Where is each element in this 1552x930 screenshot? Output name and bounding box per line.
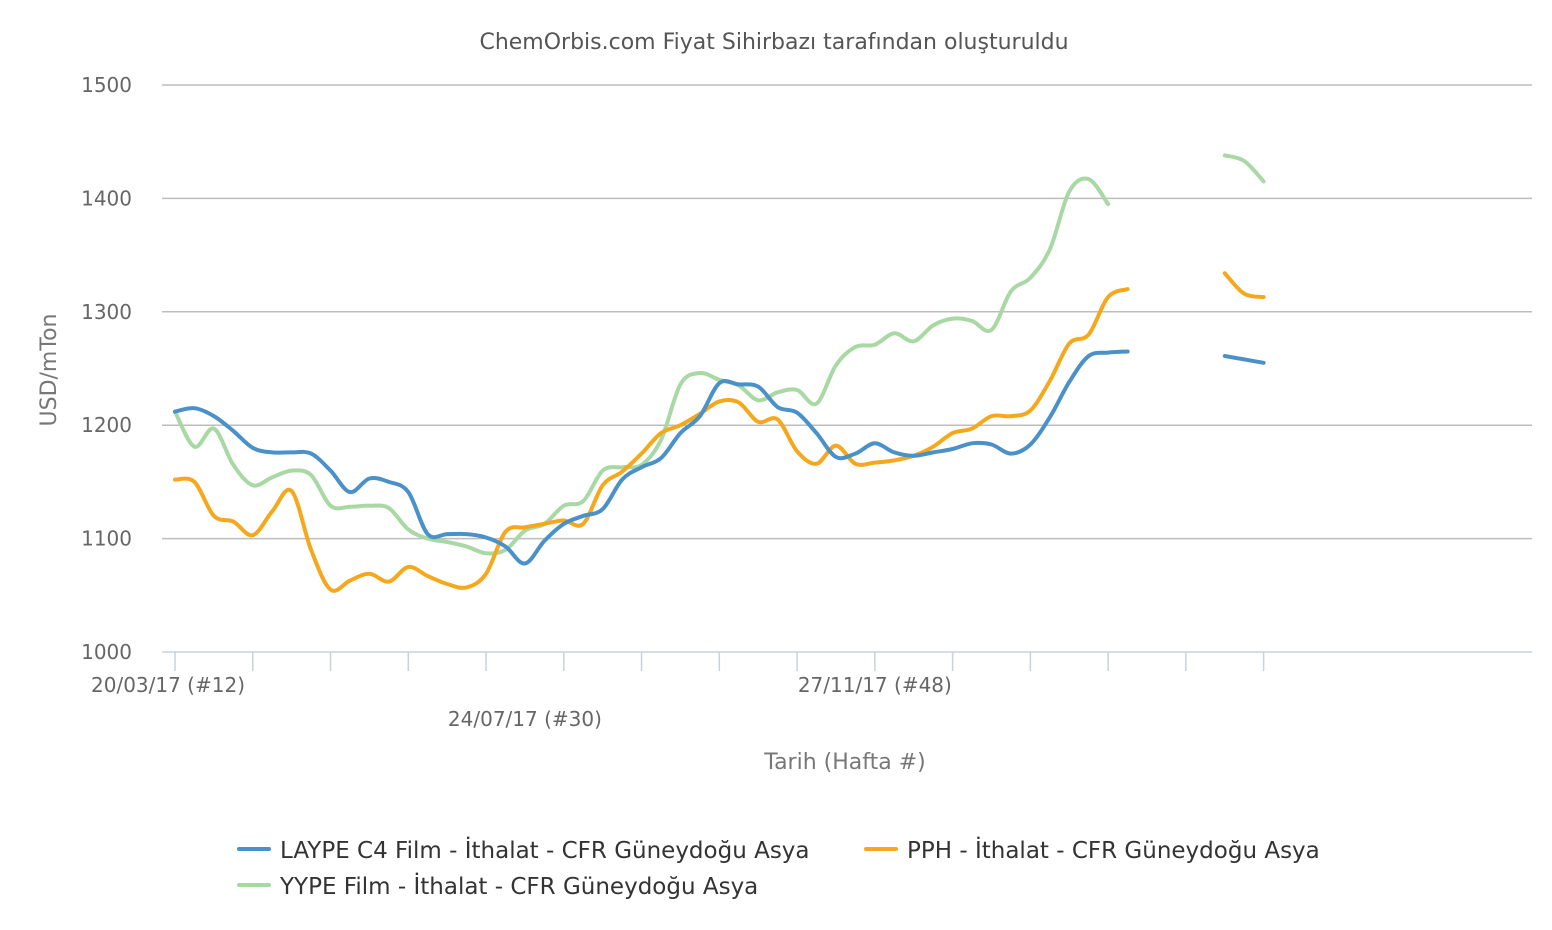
x-tick-label: 24/07/17 (#30) xyxy=(448,707,602,731)
legend-label: PPH - İthalat - CFR Güneydoğu Asya xyxy=(907,836,1320,864)
chart-title: ChemOrbis.com Fiyat Sihirbazı tarafından… xyxy=(479,30,1068,55)
y-tick-label: 1200 xyxy=(81,413,132,437)
y-tick-label: 1400 xyxy=(81,186,132,210)
series-line xyxy=(1222,153,1266,184)
series-lines xyxy=(173,153,1266,593)
x-tick-label: 20/03/17 (#12) xyxy=(91,673,245,697)
series-2 xyxy=(173,153,1266,556)
legend-item[interactable]: LAYPE C4 Film - İthalat - CFR Güneydoğu … xyxy=(237,836,810,864)
legend-item[interactable]: YYPE Film - İthalat - CFR Güneydoğu Asya xyxy=(237,872,758,900)
legend-label: YYPE Film - İthalat - CFR Güneydoğu Asya xyxy=(279,872,758,900)
y-axis-ticks: 1000 1100 1200 1300 1400 1500 xyxy=(81,73,132,664)
grid-lines xyxy=(162,84,1532,540)
series-line xyxy=(1222,354,1266,365)
legend-item[interactable]: PPH - İthalat - CFR Güneydoğu Asya xyxy=(864,836,1320,864)
y-axis-label: USD/mTon xyxy=(37,314,62,427)
y-tick-label: 1500 xyxy=(81,73,132,97)
x-axis-label: Tarih (Hafta #) xyxy=(763,750,925,775)
y-tick-label: 1100 xyxy=(81,527,132,551)
series-1 xyxy=(173,271,1266,593)
series-line xyxy=(1222,271,1266,300)
series-line xyxy=(173,349,1130,566)
y-tick-label: 1000 xyxy=(81,640,132,664)
x-tick-label: 27/11/17 (#48) xyxy=(798,673,952,697)
series-line xyxy=(173,287,1130,593)
y-tick-label: 1300 xyxy=(81,300,132,324)
x-axis-ticks: 20/03/17 (#12) 24/07/17 (#30) 27/11/17 (#4… xyxy=(91,652,1265,731)
series-line xyxy=(173,176,1111,556)
legend-label: LAYPE C4 Film - İthalat - CFR Güneydoğu … xyxy=(280,836,810,864)
legend: LAYPE C4 Film - İthalat - CFR Güneydoğu … xyxy=(237,836,1320,900)
series-0 xyxy=(173,349,1266,566)
